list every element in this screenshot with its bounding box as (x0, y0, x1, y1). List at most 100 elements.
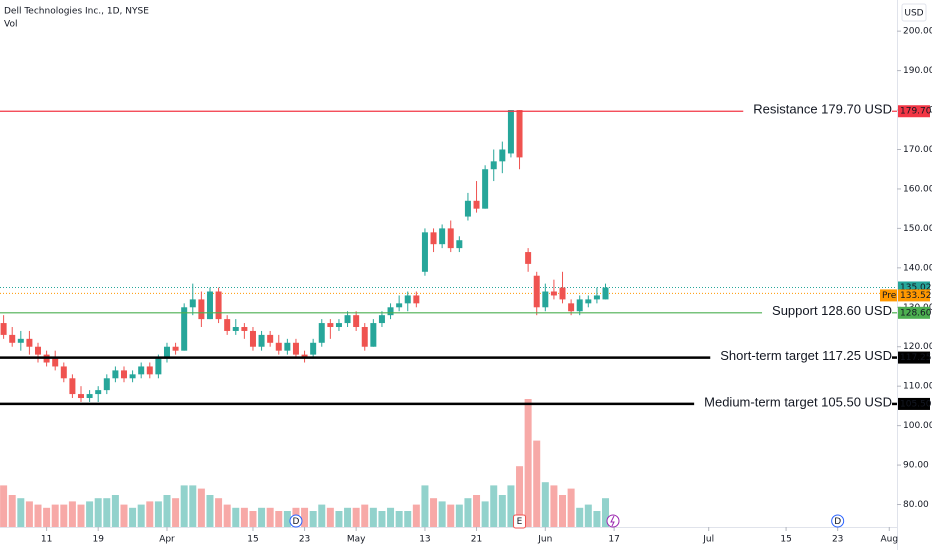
event-split-bolt (610, 515, 615, 527)
volume-bar (602, 498, 610, 527)
level-badge (898, 105, 930, 118)
candle-body (559, 287, 566, 300)
volume-bar (77, 504, 85, 527)
candle-body (112, 370, 119, 379)
volume-bar (172, 498, 180, 527)
level-label: Support 128.60 USD (772, 303, 892, 318)
candle-body (447, 228, 454, 249)
chart-title: Dell Technologies Inc., 1D, NYSE (4, 7, 149, 17)
candle-body (215, 291, 222, 320)
event-split-icon (606, 514, 620, 528)
candle-body (507, 110, 514, 154)
level-badge-label: 179.70 (900, 107, 932, 117)
x-tick-label: 11 (41, 535, 52, 545)
candle-body (602, 287, 609, 300)
candle-body (232, 327, 239, 331)
candle-body (26, 338, 33, 347)
level-badge (898, 397, 930, 410)
volume-bar (8, 495, 16, 527)
volume-bar (421, 485, 429, 527)
volume-bar (163, 495, 171, 527)
candle-body (284, 342, 291, 351)
x-tick-label: 21 (471, 535, 482, 545)
volume-bar (94, 498, 102, 527)
volume-bar (301, 507, 309, 527)
candle-body (120, 370, 127, 379)
last-price-label: 135.02 (900, 283, 932, 293)
candle-body (69, 378, 76, 395)
volume-bar (283, 511, 291, 527)
candle-body (533, 275, 540, 308)
candle-body (550, 291, 557, 296)
volume-bar (68, 501, 76, 527)
candle-body (464, 200, 471, 217)
volume-bar (464, 498, 472, 527)
candle-body (258, 334, 265, 347)
event-label: D (834, 517, 841, 527)
candle-body (396, 303, 403, 308)
candle-body (378, 315, 385, 324)
volume-bar (584, 504, 592, 527)
volume-bar (120, 504, 128, 527)
volume-bar (438, 501, 446, 527)
candle-body (568, 303, 575, 312)
candle-body (0, 323, 7, 335)
volume-bar (430, 498, 438, 527)
candle-body (370, 323, 377, 347)
candle-body (344, 315, 351, 324)
candle-body (421, 232, 428, 272)
volume-bar (369, 507, 377, 527)
volume-bar (154, 501, 162, 527)
y-tick-label: 200.00 (903, 27, 932, 37)
volume-bar (361, 504, 369, 527)
volume-bar (326, 507, 334, 527)
volume-bar (275, 511, 283, 527)
currency-box[interactable] (901, 3, 927, 22)
level-label: Medium-term target 105.50 USD (704, 394, 892, 409)
candle-body (353, 315, 360, 328)
volume-bar (395, 511, 403, 527)
y-tick-label: 110.00 (903, 382, 932, 392)
candle-body (585, 299, 592, 304)
volume-bar (129, 507, 137, 527)
volume-bar (447, 504, 455, 527)
volume-bar (249, 511, 257, 527)
volume-bar (60, 504, 68, 527)
candle-body (327, 323, 334, 328)
candle-body (525, 252, 532, 264)
candle-body (473, 200, 480, 209)
event-earnings (513, 514, 527, 529)
y-tick-label: 140.00 (903, 263, 932, 273)
volume-bar (232, 507, 240, 527)
x-tick-label: Apr (159, 535, 175, 545)
candle-body (241, 327, 248, 331)
x-tick-label: 17 (608, 535, 619, 545)
volume-bar (206, 495, 214, 527)
pre-market-tag (880, 289, 897, 302)
volume-bar (550, 485, 558, 527)
y-tick-label: 120.00 (903, 342, 932, 352)
volume-label: Vol (4, 20, 17, 30)
candle-body (387, 307, 394, 316)
volume-bar (240, 507, 248, 527)
candle-body (224, 319, 231, 331)
volume-bar (318, 504, 326, 527)
candle-body (103, 378, 110, 391)
y-tick-label: 100.00 (903, 421, 932, 431)
volume-bar (344, 507, 352, 527)
x-tick-label: Jun (537, 535, 552, 545)
volume-bar (258, 507, 266, 527)
candle-body (439, 228, 446, 245)
candle-body (413, 295, 420, 304)
volume-bar (559, 495, 567, 527)
candle-body (490, 161, 497, 170)
candle-body (249, 330, 256, 347)
volume-bar (533, 440, 541, 527)
x-tick-label: May (347, 535, 366, 545)
x-tick-label: 15 (247, 535, 258, 545)
candle-body (138, 366, 145, 375)
pre-market-badge (898, 289, 930, 302)
level-badge-label: 105.50 (900, 399, 932, 409)
volume-bar (490, 485, 498, 527)
y-tick-label: 190.00 (903, 66, 932, 76)
